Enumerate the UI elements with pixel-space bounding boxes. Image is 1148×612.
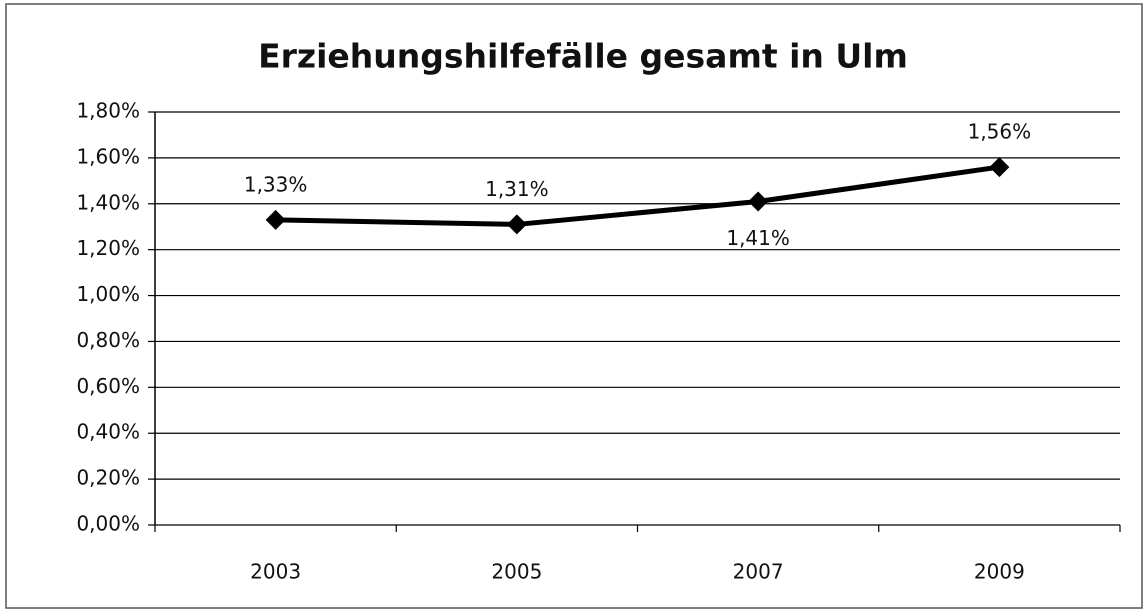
marker — [265, 209, 286, 230]
x-tick-label: 2005 — [491, 560, 542, 584]
y-tick-label: 0,80% — [76, 328, 140, 352]
y-tick-label: 0,20% — [76, 466, 140, 490]
x-tick-label: 2003 — [250, 560, 301, 584]
y-tick-label: 1,00% — [76, 282, 140, 306]
x-tick-label: 2009 — [974, 560, 1025, 584]
y-tick-label: 1,60% — [76, 144, 140, 168]
data-label: 1,56% — [968, 120, 1032, 144]
marker — [989, 157, 1010, 178]
chart-title: Erziehungshilfefälle gesamt in Ulm — [258, 37, 908, 76]
y-tick-label: 0,00% — [76, 512, 140, 536]
marker — [506, 214, 527, 235]
y-tick-label: 0,60% — [76, 374, 140, 398]
y-tick-label: 1,40% — [76, 190, 140, 214]
x-tick-label: 2007 — [733, 560, 784, 584]
marker — [748, 191, 769, 212]
chart-border — [5, 3, 1143, 609]
data-label: 1,33% — [244, 172, 308, 196]
y-tick-label: 1,20% — [76, 236, 140, 260]
data-label: 1,41% — [726, 226, 790, 250]
y-tick-label: 0,40% — [76, 420, 140, 444]
data-label: 1,31% — [485, 177, 549, 201]
line — [275, 164, 1000, 227]
y-tick-label: 1,80% — [76, 99, 140, 123]
